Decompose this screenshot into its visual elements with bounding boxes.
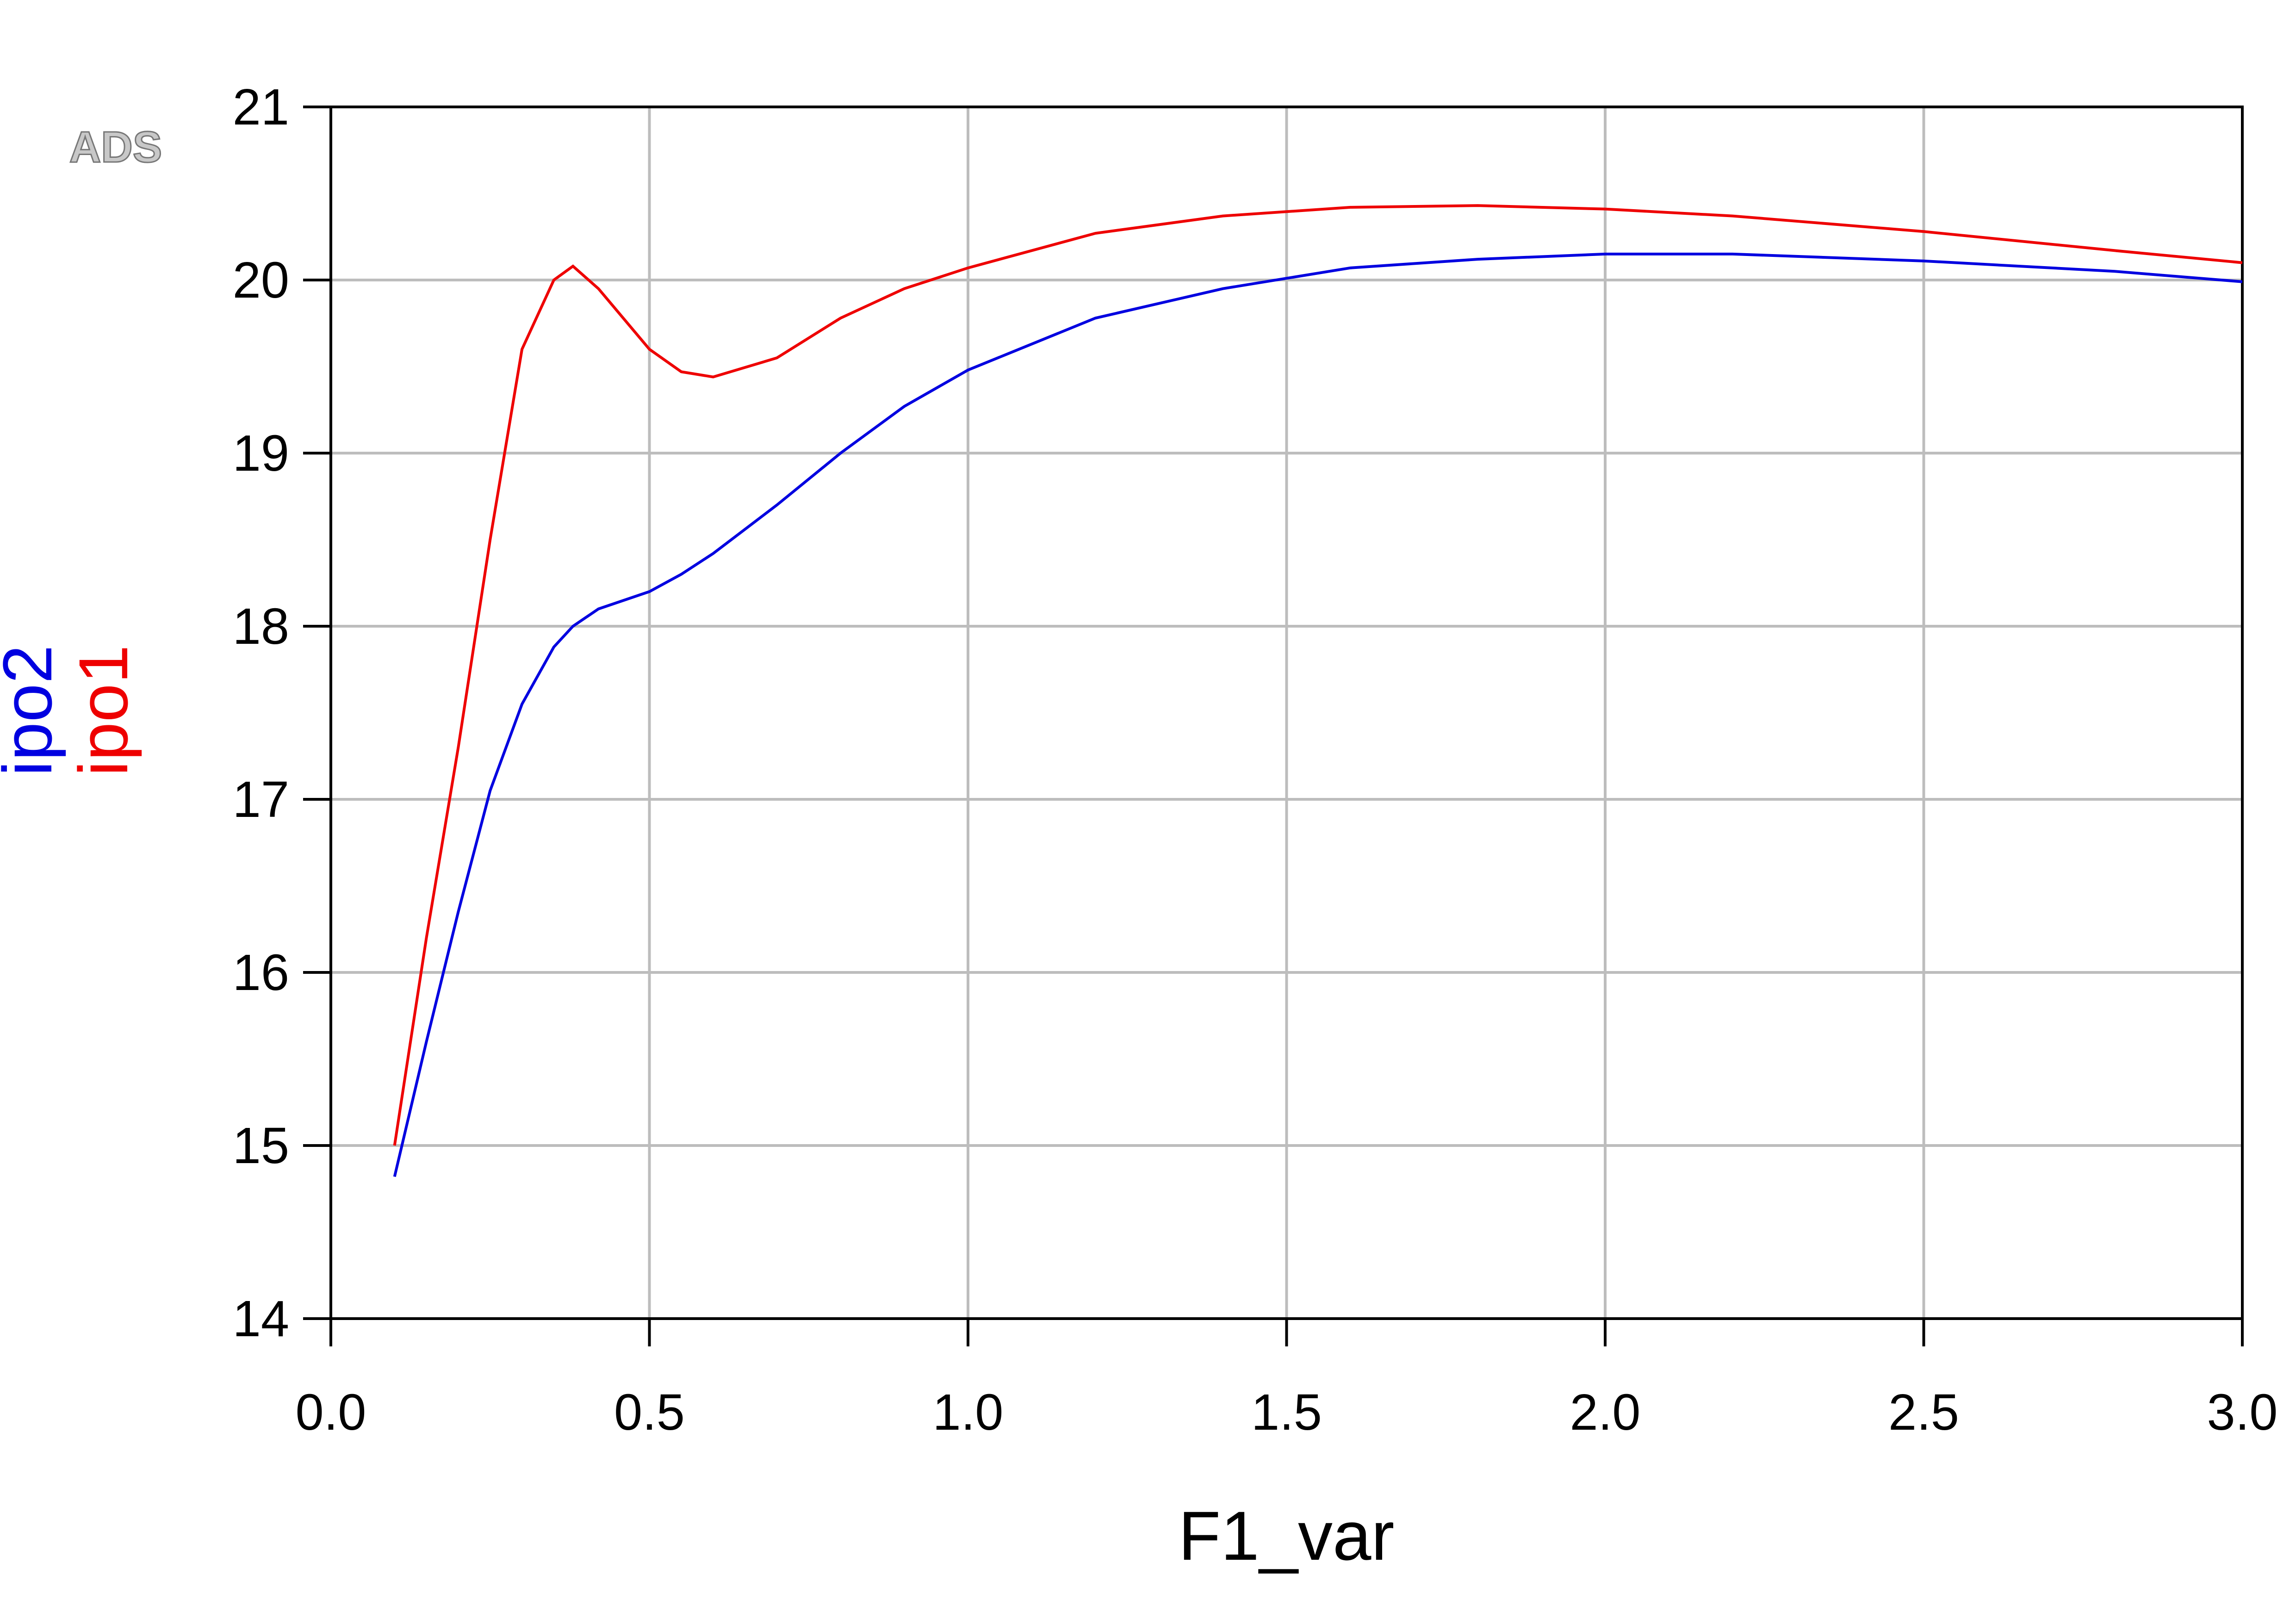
plot-frame	[329, 106, 2244, 1320]
x-tick-label: 1.5	[1251, 1384, 1322, 1441]
x-axis-label: F1_var	[1179, 1497, 1395, 1575]
x-tick-label: 0.0	[296, 1384, 366, 1441]
y-tick-label: 18	[233, 598, 289, 655]
x-tick-label: 1.0	[933, 1384, 1004, 1441]
logo: ADS	[69, 123, 162, 172]
y-tick-label: 14	[233, 1290, 289, 1347]
y-tick-label: 15	[233, 1117, 289, 1174]
legend-label: ipo1	[64, 645, 142, 776]
y-tick-label: 19	[233, 425, 289, 482]
y-tick-label: 16	[233, 944, 289, 1001]
series-line	[393, 252, 2243, 1177]
x-tick-label: 0.5	[614, 1384, 685, 1441]
y-tick-label: 17	[233, 771, 289, 828]
y-tick-label: 20	[233, 252, 289, 309]
y-tick-label: 21	[233, 79, 289, 136]
x-tick-label: 2.0	[1570, 1384, 1641, 1441]
x-tick-label: 2.5	[1888, 1384, 1959, 1441]
series-line	[393, 204, 2243, 1146]
legend-label: ipo2	[0, 645, 66, 776]
x-tick-label: 3.0	[2207, 1384, 2278, 1441]
